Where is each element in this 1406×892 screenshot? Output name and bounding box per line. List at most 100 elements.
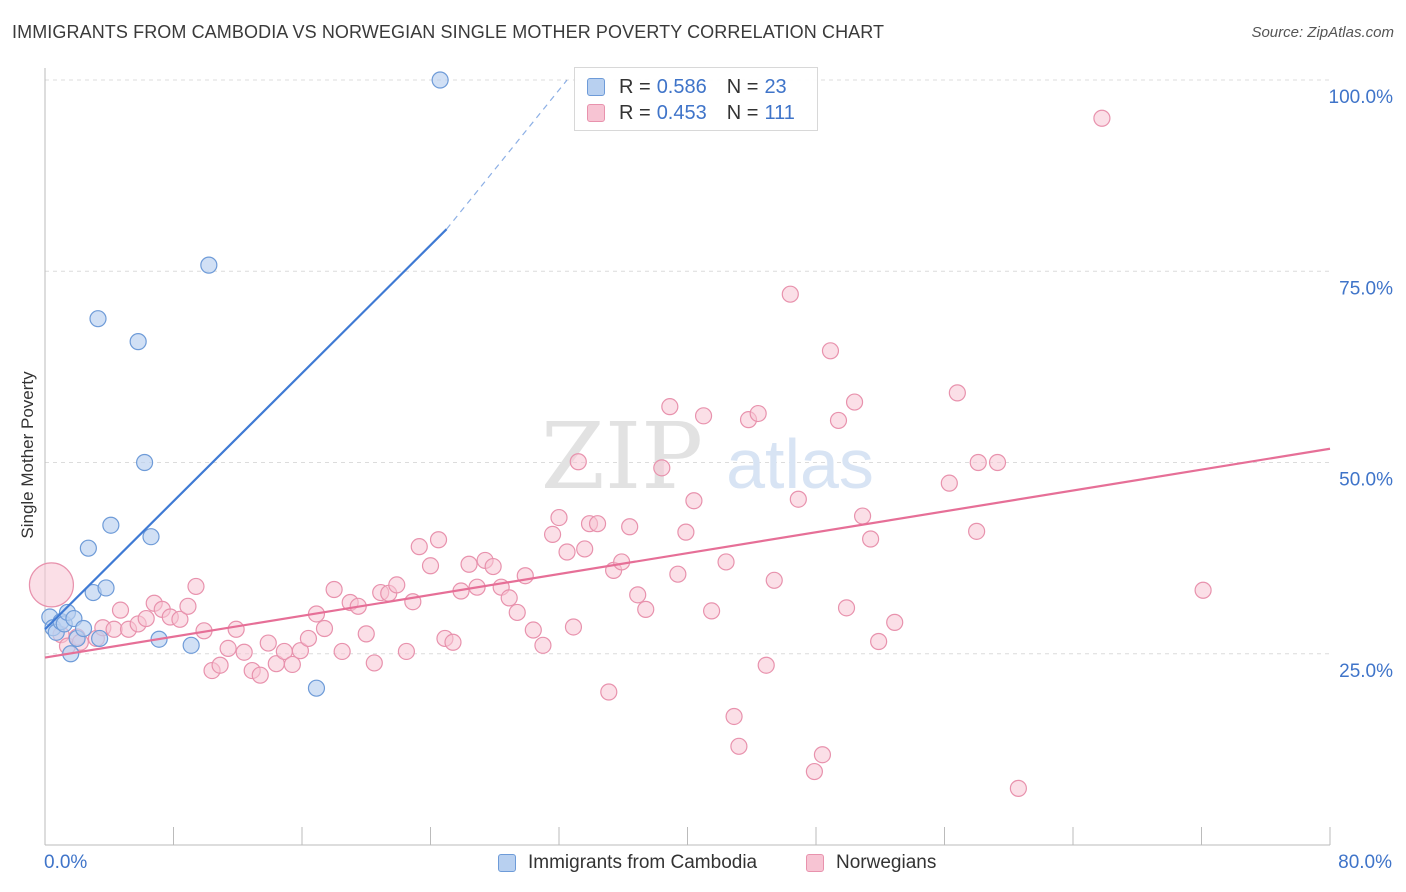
gridlines xyxy=(45,79,1330,655)
norwegians-point xyxy=(291,642,309,660)
norwegians-point xyxy=(969,453,987,472)
legend-swatch-blue xyxy=(587,78,605,96)
norwegians-point xyxy=(948,384,966,402)
norwegians-point xyxy=(862,530,880,548)
y-tick-label: 25.0% xyxy=(1339,661,1393,682)
norwegians-point xyxy=(111,601,130,619)
norwegians-point xyxy=(171,610,189,628)
norwegians-point xyxy=(543,525,562,544)
norwegians-point xyxy=(717,553,735,571)
y-tick-label: 75.0% xyxy=(1339,278,1393,299)
norwegians-point xyxy=(534,636,552,654)
norwegians-point xyxy=(886,613,904,631)
norwegians-point xyxy=(749,404,767,423)
legend-item-norwegians: Norwegians xyxy=(806,852,936,874)
watermark-zip: ZIP xyxy=(541,403,703,510)
cambodia-point xyxy=(431,71,449,89)
norwegians-point xyxy=(837,599,856,617)
x-tick-min: 0.0% xyxy=(44,852,88,873)
norwegians-point xyxy=(357,625,375,643)
norwegians-point xyxy=(1194,581,1212,599)
norwegians-point xyxy=(283,655,301,674)
norwegians-point xyxy=(558,543,576,561)
norwegians-point xyxy=(1093,109,1111,127)
norwegians-point xyxy=(410,538,428,556)
norwegians-point xyxy=(669,565,687,583)
cambodia-point xyxy=(91,629,109,648)
legend-swatch-pink xyxy=(587,104,605,122)
cambodia-point xyxy=(129,333,147,351)
norwegians-point xyxy=(757,656,775,674)
norwegians-point xyxy=(524,621,542,639)
norwegians-point xyxy=(508,603,526,622)
y-tick-label: 100.0% xyxy=(1329,87,1394,108)
cambodia-point xyxy=(307,679,326,697)
norwegians-point xyxy=(677,523,695,541)
norwegians-point xyxy=(805,762,823,781)
norwegians-point xyxy=(870,632,888,651)
cambodia-point xyxy=(135,453,154,472)
norwegians-point xyxy=(397,642,416,661)
norwegians-point xyxy=(325,580,343,599)
norwegians-point xyxy=(789,490,807,508)
cambodia-points xyxy=(41,71,449,697)
norwegians-point xyxy=(845,393,864,411)
x-tick-max: 80.0% xyxy=(1338,852,1392,873)
legend-swatch-pink xyxy=(806,854,824,872)
norwegians-point xyxy=(853,507,872,525)
y-tick-labels: 25.0% 50.0% 75.0% 100.0% xyxy=(1329,87,1394,682)
norwegians-point xyxy=(429,531,448,549)
norwegians-point xyxy=(388,576,406,594)
norwegians-point xyxy=(661,398,679,416)
legend-item-cambodia: Immigrants from Cambodia xyxy=(498,852,757,874)
norwegians-point xyxy=(821,342,840,360)
cambodia-point xyxy=(200,256,218,274)
norwegians-point xyxy=(333,642,351,661)
norwegians-point xyxy=(813,746,832,764)
watermark-atlas: atlas xyxy=(726,425,874,503)
norwegians-point xyxy=(219,639,237,657)
norwegians-point xyxy=(576,540,594,558)
zipatlas-watermark: ZIP atlas xyxy=(541,403,874,510)
norwegians-point xyxy=(137,609,155,628)
norwegians-point xyxy=(629,586,647,604)
legend-r-value: 0.586 xyxy=(656,75,707,98)
legend-n-label: N = xyxy=(726,75,759,98)
norwegians-point xyxy=(235,643,253,661)
norwegians-point xyxy=(484,557,502,576)
legend-row-cambodia: R = 0.586 N = 23 xyxy=(587,75,787,99)
norwegians-point xyxy=(781,285,799,303)
y-tick-label: 50.0% xyxy=(1339,470,1393,491)
norwegians-point xyxy=(315,619,334,638)
norwegians-point xyxy=(694,407,713,425)
norwegians-point xyxy=(460,555,478,573)
norwegians-point xyxy=(500,589,518,607)
source-credit: Source: ZipAtlas.com xyxy=(1251,24,1394,41)
norwegians-point xyxy=(365,654,383,672)
legend-swatch-blue xyxy=(498,854,516,872)
norwegians-point xyxy=(444,633,462,651)
norwegians-point xyxy=(653,459,671,477)
cambodia-point xyxy=(79,539,97,557)
norwegians-point xyxy=(211,656,229,674)
norwegians-point xyxy=(730,737,748,755)
trend-lines xyxy=(44,79,1331,659)
legend-n-value: 23 xyxy=(764,75,787,98)
series-legend: Immigrants from Cambodia Norwegians xyxy=(0,852,1406,876)
norwegians-point xyxy=(187,577,205,596)
correlation-legend: R = 0.586 N = 23 R = 0.453 N = 111 xyxy=(574,67,818,131)
norwegians-point xyxy=(227,620,245,638)
cambodia-point xyxy=(89,310,107,328)
cambodia-point xyxy=(182,636,200,654)
norwegians-point xyxy=(564,618,583,636)
legend-row-norwegians: R = 0.453 N = 111 xyxy=(587,101,795,125)
norwegians-point xyxy=(765,571,783,589)
norwegians-point xyxy=(600,683,618,701)
norwegians-point xyxy=(259,634,277,652)
legend-r-label: R = xyxy=(619,75,651,98)
cambodia-trend-line xyxy=(44,228,448,631)
legend-label-cambodia: Immigrants from Cambodia xyxy=(528,852,758,873)
norwegians-point xyxy=(1009,779,1027,797)
chart-title: IMMIGRANTS FROM CAMBODIA VS NORWEGIAN SI… xyxy=(12,22,885,42)
